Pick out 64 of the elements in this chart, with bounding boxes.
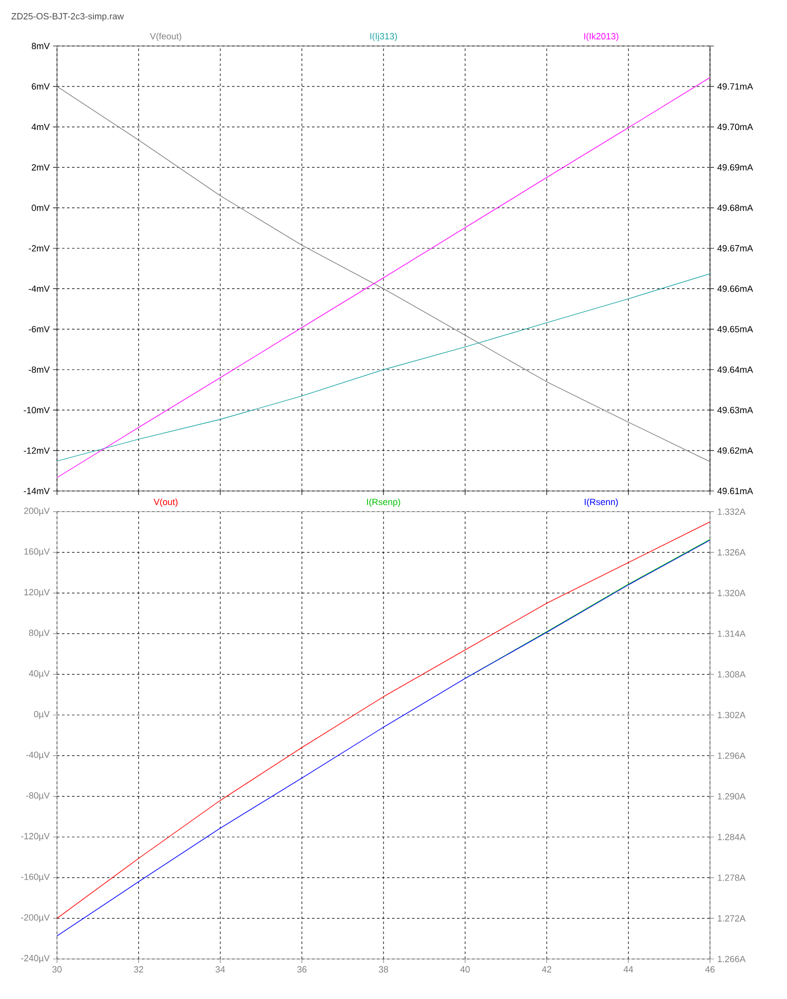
y-tick-label: -240µV (21, 954, 50, 964)
y-tick-label: -4mV (28, 286, 50, 292)
y2-tick-label: 49.64mA (717, 366, 754, 373)
y2-tick-label: 49.69mA (717, 164, 754, 171)
y2-tick-label: 1.284A (718, 834, 746, 840)
y-tick-label: -12mV (24, 447, 50, 454)
y-tick-label: 4mV (32, 124, 50, 130)
y2-tick-label: 49.63mA (717, 406, 754, 414)
y-tick-label: 40µV (28, 670, 50, 678)
y2-tick-label: 1.302A (718, 712, 746, 718)
y2-tick-label: 1.266A (718, 956, 746, 962)
x-tick-label: 46 (705, 966, 715, 973)
x-tick-label: 36 (297, 966, 306, 973)
y-tick-label: -40µV (26, 752, 50, 760)
y2-tick-label: 49.71mA (717, 83, 754, 90)
y2-tick-label: 49.62mA (717, 447, 754, 454)
y2-tick-label: 1.326A (718, 549, 746, 556)
y-tick-label: -6mV (28, 326, 50, 332)
x-tick-label: 32 (134, 966, 144, 973)
x-tick-label: 34 (216, 966, 225, 973)
y-tick-label: -2mV (28, 245, 50, 252)
y-tick-label: 80µV (29, 630, 50, 638)
x-tick-label: 30 (52, 966, 62, 973)
x-tick-label: 40 (460, 966, 470, 973)
y-tick-label: 6mV (32, 83, 50, 90)
text: I(Ik2013) (584, 32, 618, 42)
text: I(Rsenp) (367, 498, 400, 507)
text: V(out) (154, 498, 178, 507)
text: I(Ij313) (370, 32, 397, 42)
x-tick-label: 42 (542, 966, 552, 972)
y2-tick-label: 1.278A (718, 874, 746, 881)
x-tick-label: 44 (624, 966, 634, 972)
y2-tick-label: 49.67mA (717, 245, 754, 252)
y-tick-label: -8mV (28, 366, 50, 373)
y-tick-label: 200µV (24, 508, 50, 516)
y2-tick-label: 1.320A (718, 590, 746, 596)
y2-tick-label: 1.296A (718, 752, 746, 759)
text: V(feout) (150, 32, 182, 42)
y-tick-label: -120µV (21, 832, 50, 842)
y2-tick-label: 1.290A (718, 793, 746, 800)
y-tick-label: 8mV (32, 42, 50, 50)
y2-tick-label: 1.272A (718, 915, 746, 922)
y-tick-label: 0mV (32, 204, 50, 211)
y2-tick-label: 49.61mA (717, 488, 754, 494)
y-tick-label: -200µV (21, 914, 50, 922)
line-series (57, 273, 710, 462)
y-tick-label: 160µV (24, 548, 50, 556)
y-tick-label: -10mV (24, 406, 50, 414)
y2-tick-label: 1.308A (718, 671, 746, 678)
y-tick-label: -14mV (24, 488, 50, 494)
y2-tick-label: 49.65mA (717, 326, 754, 332)
y-tick-label: 2mV (32, 164, 50, 170)
y-tick-label: 120µV (24, 588, 50, 598)
x-tick-label: 38 (378, 966, 388, 973)
y2-tick-label: 1.314A (718, 630, 746, 637)
text: I(Rsenn) (584, 498, 618, 507)
y2-tick-label: 1.332A (718, 508, 746, 515)
y2-tick-label: 49.68mA (717, 204, 754, 211)
y2-tick-label: 49.70mA (717, 124, 754, 130)
y2-tick-label: 49.66mA (717, 286, 754, 292)
y-tick-label: -80µV (26, 792, 50, 800)
y-tick-label: -160µV (21, 874, 50, 882)
chart-title: ZD25-OS-BJT-2c3-simp.raw (11, 12, 124, 22)
y-tick-label: 0µV (34, 710, 50, 720)
